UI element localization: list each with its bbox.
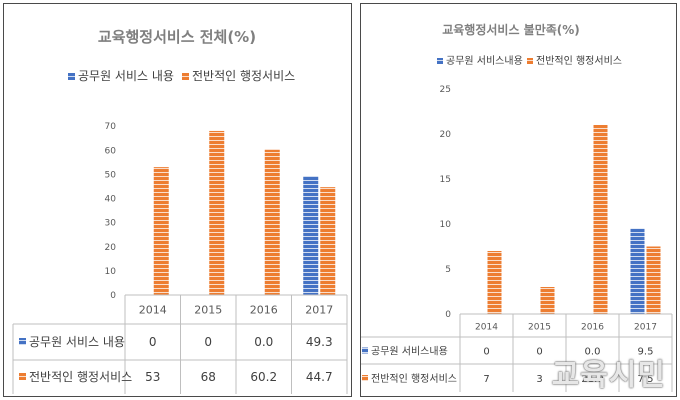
watermark-logo: 교육시민 [551, 358, 666, 393]
y-tick-label: 10 [440, 220, 452, 230]
y-tick-label: 60 [105, 146, 117, 156]
table-cell-value: 21.0 [581, 374, 603, 385]
category-label-2014: 2014 [475, 323, 498, 333]
bar-orange-2015 [209, 130, 225, 295]
y-tick-label: 10 [105, 267, 117, 277]
category-label-2016: 2016 [581, 323, 604, 333]
bar-orange-2014 [487, 251, 502, 314]
table-row-swatch-0 [362, 347, 368, 354]
category-label-2015: 2015 [528, 323, 551, 333]
table-cell-value: 49.3 [306, 335, 333, 349]
table-cell-value: 0 [204, 335, 212, 349]
legend-swatch-1 [182, 73, 189, 80]
table-row-label-0: 공무원 서비스 내용 [29, 335, 125, 349]
category-label-2016: 2016 [250, 304, 278, 317]
chart-dissatisfaction: 교육행정서비스 불만족(%)공무원 서비스내용 전반적인 행정서비스0510152… [361, 22, 673, 392]
chart-panel-overall: 교육행정서비스 전체(%) 공무원 서비스 내용 전반적인 행정서비스 0 10 20 30… [3, 3, 352, 397]
table-cell-value: 44.7 [306, 370, 333, 384]
y-tick-label: 0 [445, 310, 451, 320]
category-label-2014: 2014 [139, 304, 167, 317]
table-cell-value: 9.5 [638, 347, 654, 358]
category-label-2017: 2017 [634, 323, 657, 333]
legend-label-0: 공무원 서비스내용 [446, 55, 523, 67]
bar-blue-2017 [630, 228, 645, 314]
legend-swatch-1 [527, 58, 533, 64]
y-tick-label: 25 [440, 85, 451, 95]
y-tick-label: 70 [105, 122, 117, 132]
legend-swatch-0 [437, 58, 443, 64]
table-cell-value: 60.2 [250, 370, 277, 384]
bar-blue-2017 [303, 176, 319, 295]
legend-swatch-0 [68, 73, 75, 80]
table-cell-value: 0 [536, 347, 542, 358]
table-row-label-1: 전반적인 행정서비스 [371, 373, 457, 385]
table-row-label-1: 전반적인 행정서비스 [29, 369, 132, 384]
bar-orange-2015 [540, 287, 555, 314]
chart-overall-satisfaction: 교육행정서비스 전체(%)공무원 서비스 내용 전반적인 행정서비스0102030… [12, 28, 348, 394]
bar-orange-2017 [320, 187, 336, 295]
bar-orange-2016 [264, 149, 280, 295]
y-tick-label: 20 [105, 243, 117, 253]
chart-title: 교육행정서비스 전체(%) [98, 28, 256, 46]
chart-title: 교육행정서비스 불만족(%) [442, 22, 580, 37]
table-row-label-0: 공무원 서비스내용 [371, 346, 448, 358]
table-cell-value: 0.0 [254, 335, 273, 349]
table-cell-value: 0.0 [585, 347, 601, 358]
table-cell-value: 7.5 [638, 374, 654, 385]
table-cell-value: 53 [145, 370, 160, 384]
table-row-swatch-0 [19, 338, 26, 345]
legend-label-1: 전반적인 행정서비스 [192, 68, 295, 83]
table-row-swatch-1 [362, 375, 368, 381]
y-tick-label: 20 [440, 130, 452, 140]
y-tick-label: 40 [105, 195, 117, 205]
category-label-2017: 2017 [305, 304, 333, 317]
table-cell-value: 7 [483, 374, 489, 385]
y-tick-label: 5 [445, 265, 451, 275]
y-tick-label: 50 [105, 170, 117, 180]
chart-panel-dissatisfaction: 교육행정서비스 불만족(%) 공무원 서비스내용 전반적인 행정서비스 0 5 10 15 2… [360, 3, 677, 397]
legend-label-0: 공무원 서비스 내용 [78, 69, 174, 83]
table-cell-value: 3 [536, 374, 542, 385]
y-tick-label: 30 [105, 219, 117, 229]
bar-orange-2017 [646, 246, 661, 314]
table-cell-value: 0 [483, 347, 489, 358]
y-tick-label: 0 [110, 291, 116, 301]
category-label-2015: 2015 [194, 304, 222, 317]
bar-orange-2014 [153, 167, 169, 295]
legend-label-1: 전반적인 행정서비스 [536, 55, 622, 67]
y-tick-label: 15 [440, 175, 451, 185]
table-cell-value: 0 [149, 335, 157, 349]
table-row-swatch-1 [19, 373, 26, 380]
table-cell-value: 68 [201, 370, 216, 384]
bar-orange-2016 [593, 125, 608, 314]
